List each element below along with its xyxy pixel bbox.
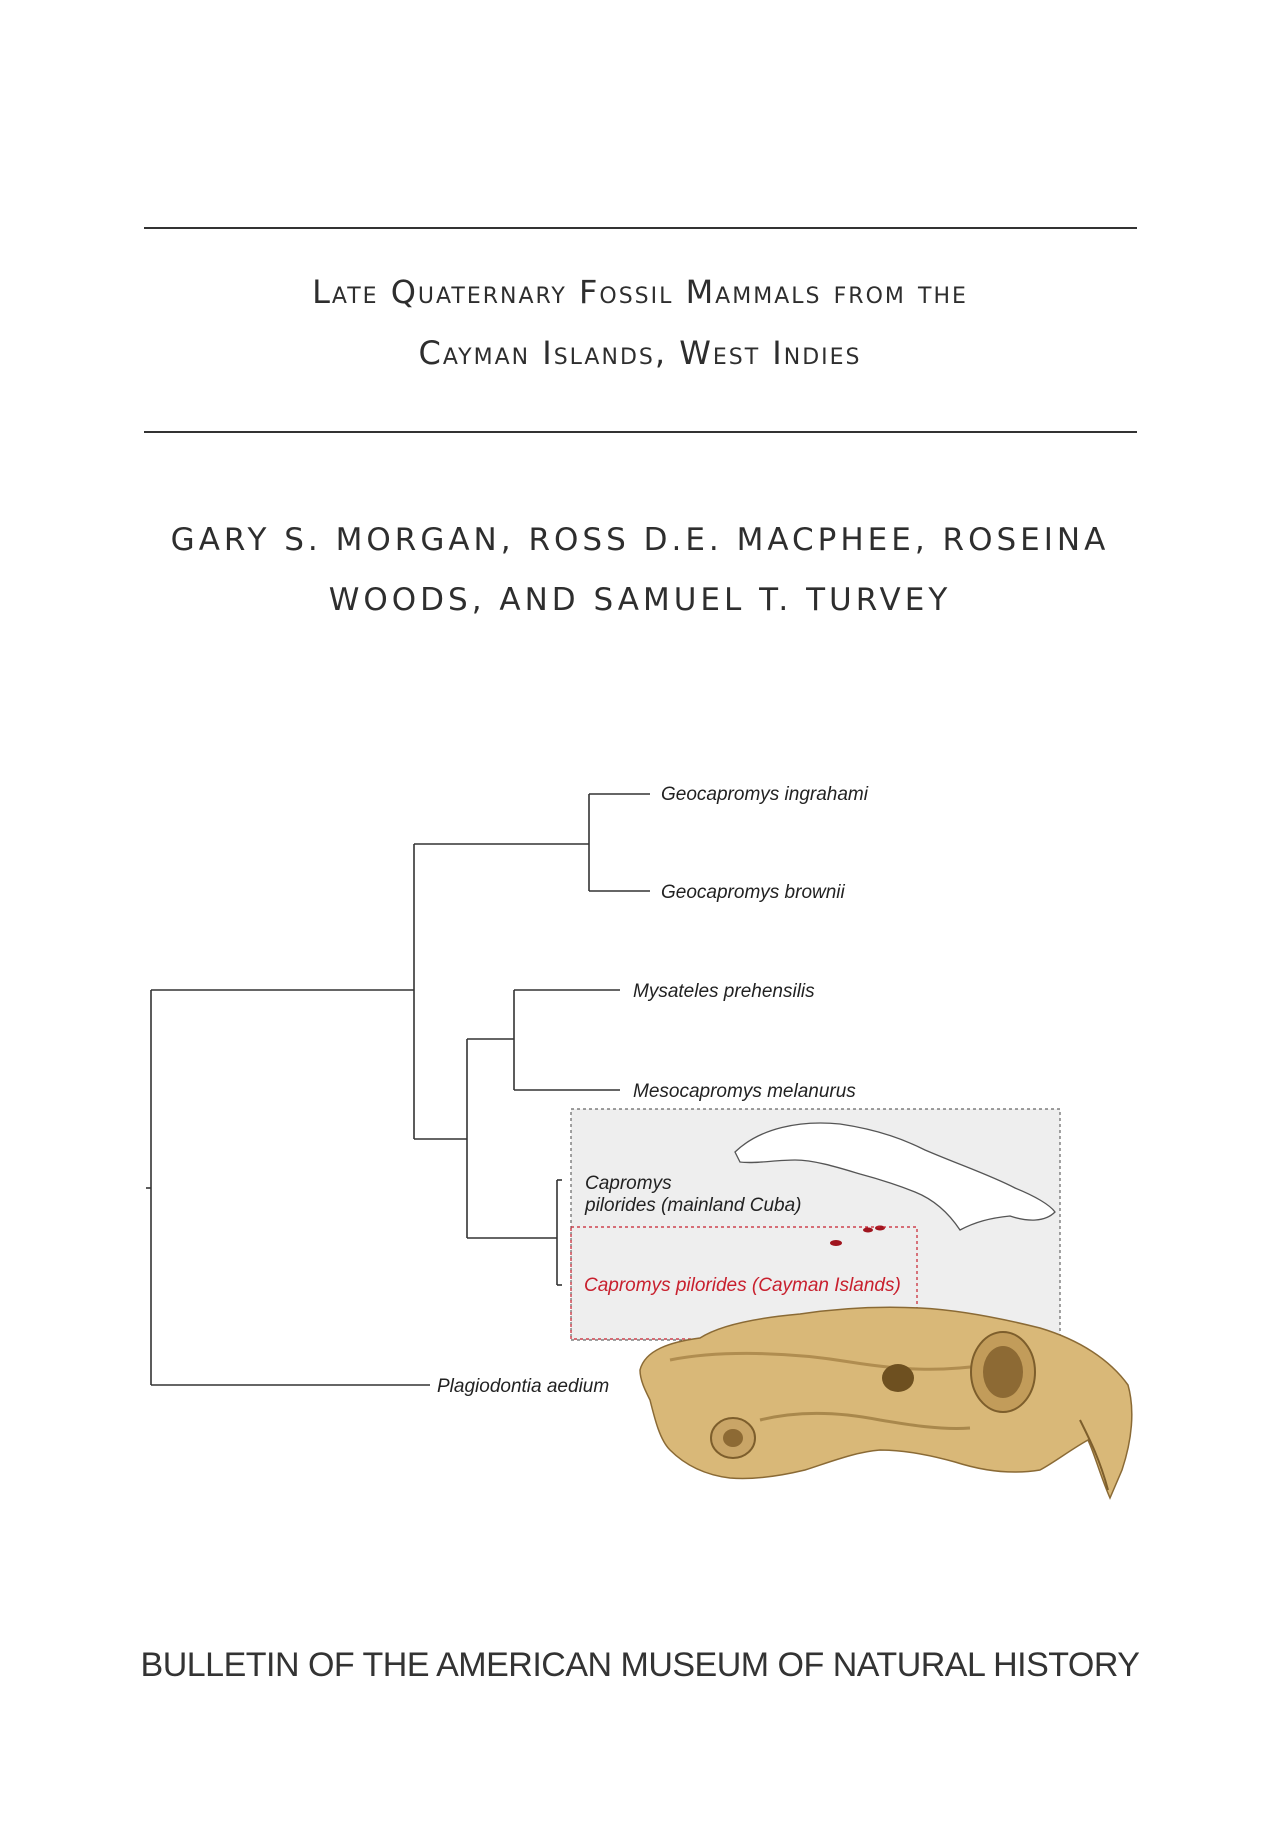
skull-photo: [639, 1306, 1133, 1500]
authors-line-2: WOODS, AND SAMUEL T. TURVEY: [328, 582, 952, 618]
taxon-geocapromys-brownii: Geocapromys brownii: [661, 882, 846, 903]
title-line-1: Late Quaternary Fossil Mammals from the: [312, 273, 968, 311]
publication-series: BULLETIN OF THE AMERICAN MUSEUM OF NATUR…: [140, 1646, 1140, 1684]
cuba-map-outline: [734, 1122, 1056, 1231]
taxon-mysateles-prehensilis: Mysateles prehensilis: [633, 981, 815, 1002]
taxon-geocapromys-ingrahami: Geocapromys ingrahami: [661, 784, 869, 805]
taxon-capromys-line-1: Capromys: [585, 1173, 672, 1194]
taxon-plagiodontia-aedium: Plagiodontia aedium: [437, 1376, 609, 1397]
title-rule-top: [144, 227, 1137, 229]
phylogeny-figure: Geocapromys ingrahami Geocapromys browni…: [146, 784, 1133, 1500]
taxon-capromys-cayman: Capromys pilorides (Cayman Islands): [584, 1275, 901, 1296]
phylogeny-branches: [146, 793, 650, 1386]
taxon-capromys-line-2: pilorides (mainland Cuba): [584, 1195, 802, 1216]
taxon-mesocapromys-melanurus: Mesocapromys melanurus: [633, 1081, 856, 1102]
title-line-2: Cayman Islands, West Indies: [418, 334, 862, 372]
title-rule-bottom: [144, 431, 1137, 433]
authors-line-1: GARY S. MORGAN, ROSS D.E. MACPHEE, ROSEI…: [170, 522, 1110, 558]
